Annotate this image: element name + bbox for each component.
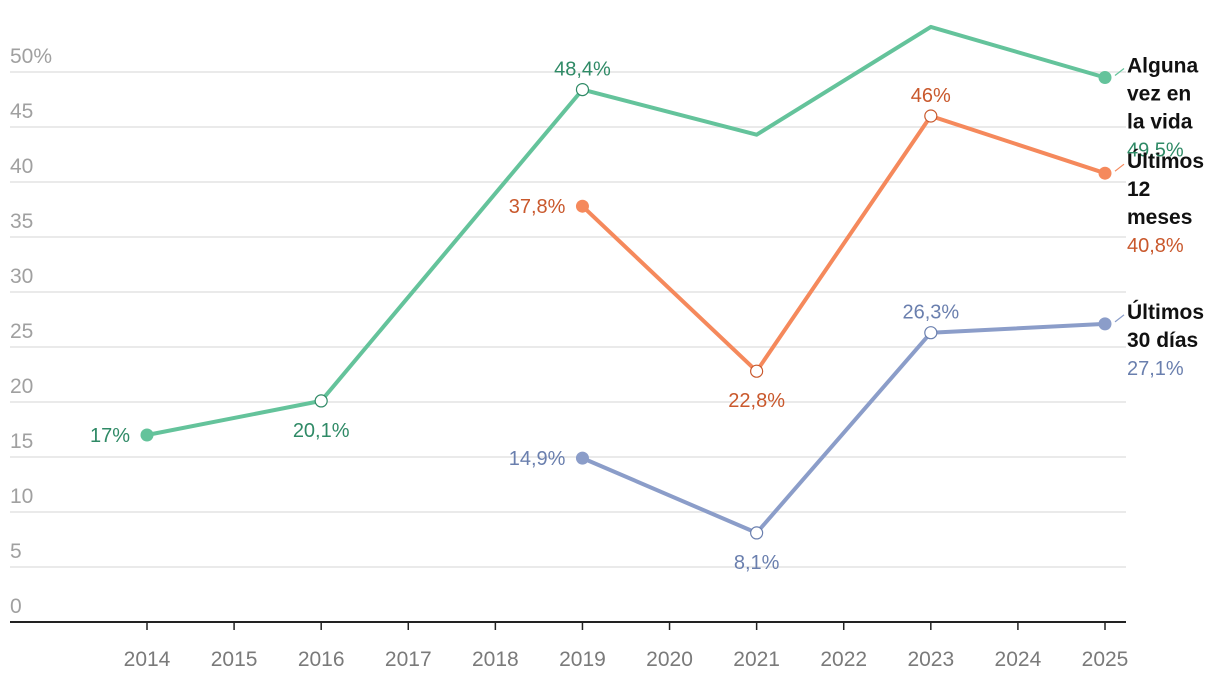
data-point xyxy=(575,451,589,465)
series-line xyxy=(580,114,1107,374)
data-point xyxy=(750,526,764,540)
data-point xyxy=(1098,317,1112,331)
data-point xyxy=(314,394,328,408)
data-labels: 17% 20,1% 48,4% 37,8% 22,8% 46% 14,9% 8,1% 26,3% xyxy=(90,59,959,574)
data-label: 14,9% xyxy=(509,448,566,470)
y-tick-label: 10 xyxy=(10,485,33,508)
label-connector xyxy=(1114,314,1125,323)
series-name-label: Últimos xyxy=(1127,300,1204,324)
series-end-value: 27,1% xyxy=(1127,358,1184,380)
series-name-label: Alguna xyxy=(1127,55,1198,78)
y-tick-label: 25 xyxy=(10,320,33,343)
label-connector xyxy=(1114,68,1125,76)
series-line xyxy=(580,321,1107,535)
data-label: 22,8% xyxy=(728,390,785,412)
series-end-value: 40,8% xyxy=(1127,235,1184,257)
data-point xyxy=(575,199,589,213)
y-tick-label: 50% xyxy=(10,45,52,68)
x-tick-label: 2021 xyxy=(733,648,780,671)
series-end-value: 49,5% xyxy=(1127,140,1184,162)
data-point xyxy=(924,326,938,340)
data-point xyxy=(140,428,154,442)
y-tick-label: 30 xyxy=(10,265,33,288)
series-lines xyxy=(145,24,1107,535)
series-name-label: meses xyxy=(1127,206,1192,229)
data-point xyxy=(924,109,938,123)
data-label: 26,3% xyxy=(902,302,959,324)
x-tick-label: 2024 xyxy=(995,648,1042,671)
series-line xyxy=(145,24,1107,437)
x-tick-label: 2023 xyxy=(907,648,954,671)
data-label: 46% xyxy=(911,85,951,107)
data-point xyxy=(575,82,590,97)
y-axis-ticks: 0 5 10 15 20 25 30 35 40 45 50% xyxy=(10,45,52,618)
series-name-label: la vida xyxy=(1127,111,1193,134)
data-label: 8,1% xyxy=(734,552,780,574)
y-tick-label: 20 xyxy=(10,375,33,398)
x-tick-label: 2022 xyxy=(820,648,867,671)
series-name-label: 12 xyxy=(1127,178,1150,201)
x-axis: 2014 2015 2016 2017 2018 2019 2020 2021 2022 2023… xyxy=(10,621,1129,671)
y-tick-label: 35 xyxy=(10,210,33,233)
series-markers xyxy=(140,71,1112,540)
series-name-label: Últimos xyxy=(1127,149,1204,173)
y-tick-label: 40 xyxy=(10,155,33,178)
x-tick-label: 2015 xyxy=(211,648,258,671)
data-point xyxy=(1098,71,1112,84)
y-tick-label: 0 xyxy=(10,595,22,618)
data-label: 37,8% xyxy=(509,196,566,218)
data-label: 48,4% xyxy=(554,59,611,81)
y-tick-label: 45 xyxy=(10,100,33,123)
x-tick-label: 2020 xyxy=(646,648,693,671)
data-point xyxy=(750,364,764,378)
data-point xyxy=(1098,166,1112,180)
label-connector xyxy=(1114,163,1125,172)
y-tick-label: 5 xyxy=(10,540,22,563)
series-name-label: 30 días xyxy=(1127,329,1198,352)
x-tick-label: 2019 xyxy=(559,648,606,671)
x-tick-label: 2016 xyxy=(298,648,345,671)
x-tick-label: 2017 xyxy=(385,648,432,671)
gridlines xyxy=(10,71,1126,568)
x-tick-label: 2014 xyxy=(124,648,171,671)
y-tick-label: 15 xyxy=(10,430,33,453)
series-name-label: vez en xyxy=(1127,83,1191,106)
data-label: 20,1% xyxy=(293,420,350,442)
data-label: 17% xyxy=(90,425,130,447)
x-tick-label: 2025 xyxy=(1082,648,1129,671)
x-tick-label: 2018 xyxy=(472,648,519,671)
